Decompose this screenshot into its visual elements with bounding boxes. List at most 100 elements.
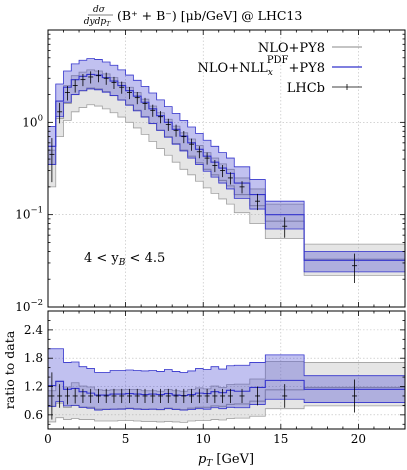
data-point bbox=[95, 388, 101, 404]
data-point bbox=[352, 379, 358, 413]
data-point bbox=[126, 388, 132, 404]
data-point bbox=[158, 388, 164, 404]
x-tick-labels: 0 5 10 15 20 bbox=[44, 432, 366, 446]
data-point bbox=[181, 131, 187, 144]
data-point bbox=[282, 217, 288, 238]
data-point bbox=[150, 388, 156, 404]
x-tick-label: 10 bbox=[196, 432, 211, 446]
line-nlo-nll-py8-central bbox=[48, 73, 405, 261]
line-nlo-nll-py8-low bbox=[48, 398, 405, 411]
data-point bbox=[352, 253, 358, 283]
rapidity-annotation: 4 < yB < 4.5 bbox=[84, 251, 165, 268]
data-point bbox=[158, 111, 164, 124]
data-point bbox=[173, 388, 179, 404]
data-point bbox=[173, 124, 179, 137]
data-point bbox=[189, 138, 195, 151]
band-nlo-nll-py8 bbox=[48, 58, 405, 272]
data-point bbox=[212, 159, 218, 173]
data-point bbox=[227, 172, 233, 185]
data-point bbox=[196, 146, 202, 159]
data-point bbox=[255, 193, 261, 211]
data-point bbox=[111, 76, 117, 90]
data-point bbox=[204, 388, 210, 404]
data-point bbox=[142, 388, 148, 404]
main-ticks bbox=[47, 30, 406, 308]
ratio-y-axis-label: ratio to data bbox=[2, 330, 17, 409]
data-point bbox=[212, 388, 218, 404]
legend-label-lhcb: LHCb bbox=[287, 81, 325, 96]
ratio-data-points bbox=[49, 372, 358, 420]
main-panel: 10−2 10−1 100 4 < yB < 4.5 NLO+PY8 NLO+NLL… bbox=[15, 29, 406, 314]
main-frame bbox=[47, 29, 406, 308]
x-tick-label: 5 bbox=[122, 432, 130, 446]
data-point bbox=[88, 71, 94, 84]
data-point bbox=[204, 152, 210, 165]
data-point bbox=[49, 138, 55, 183]
data-point bbox=[165, 118, 171, 131]
x-tick-label: 20 bbox=[351, 432, 366, 446]
line-nlo-nll-py8-high bbox=[48, 58, 405, 252]
ratio-y-tick-label: 1.2 bbox=[24, 380, 43, 394]
main-y-tick-labels: 10−2 10−1 100 bbox=[15, 113, 43, 314]
data-point bbox=[57, 384, 63, 408]
line-nlo-py8-high bbox=[48, 361, 405, 392]
data-point bbox=[72, 79, 78, 93]
line-nlo-nll-py8-low bbox=[48, 88, 405, 273]
y-tick-label: 10−1 bbox=[15, 206, 43, 222]
main-data-points bbox=[49, 70, 358, 283]
data-point bbox=[282, 384, 288, 408]
data-point bbox=[88, 388, 94, 404]
ratio-frame bbox=[47, 310, 406, 430]
line-nlo-py8-low bbox=[48, 405, 405, 423]
data-point bbox=[227, 388, 233, 404]
line-nlo-nll-py8-high bbox=[48, 348, 405, 377]
x-axis-label: pT [GeV] bbox=[198, 452, 254, 469]
legend-swatch-lhcb bbox=[332, 84, 362, 90]
data-point bbox=[126, 86, 132, 100]
data-point bbox=[196, 388, 202, 404]
data-point bbox=[57, 102, 63, 124]
data-point bbox=[64, 387, 70, 405]
legend-label-nlo-py8: NLO+PY8 bbox=[258, 41, 325, 56]
title-body: (B⁺ + B⁻) [μb/GeV] @ LHC13 bbox=[117, 8, 302, 23]
y-tick-label: 100 bbox=[22, 113, 43, 129]
data-point bbox=[103, 388, 109, 404]
y-tick-label: 10−2 bbox=[15, 298, 43, 314]
data-point bbox=[134, 92, 140, 105]
title-frac-num: dσ bbox=[93, 5, 106, 15]
data-point bbox=[72, 388, 78, 404]
chart-title: dσ dydpT (B⁺ + B⁻) [μb/GeV] @ LHC13 bbox=[84, 5, 303, 28]
title-frac-den: dydpT bbox=[84, 17, 111, 28]
data-point bbox=[119, 388, 125, 404]
data-point bbox=[64, 85, 70, 101]
data-point bbox=[142, 97, 148, 111]
x-tick-label: 15 bbox=[273, 432, 288, 446]
ratio-y-tick-labels: 0.6 1.2 1.8 2.4 bbox=[24, 323, 43, 422]
ratio-y-tick-label: 0.6 bbox=[24, 408, 43, 422]
data-point bbox=[189, 388, 195, 404]
data-point bbox=[80, 74, 86, 87]
data-point bbox=[134, 388, 140, 404]
data-point bbox=[181, 388, 187, 404]
ratio-ticks bbox=[47, 311, 406, 429]
legend-label-nlo-nll-py8: NLO+NLLxPDF+PY8 bbox=[198, 55, 325, 78]
line-nlo-py8-low bbox=[48, 104, 405, 276]
data-point bbox=[220, 165, 226, 178]
data-point bbox=[111, 388, 117, 404]
ratio-y-tick-label: 2.4 bbox=[24, 323, 43, 337]
data-point bbox=[255, 386, 261, 406]
data-point bbox=[119, 81, 125, 94]
data-point bbox=[239, 181, 245, 194]
ratio-bands bbox=[48, 348, 405, 423]
legend: NLO+PY8 NLO+NLLxPDF+PY8 LHCb bbox=[198, 41, 362, 96]
main-bands bbox=[48, 58, 405, 276]
data-point bbox=[80, 388, 86, 404]
x-tick-label: 0 bbox=[44, 432, 52, 446]
data-point bbox=[165, 388, 171, 404]
data-point bbox=[103, 72, 109, 85]
ratio-panel: 0.6 1.2 1.8 2.4 0 5 10 15 20 ratio to data pT [… bbox=[2, 310, 406, 469]
data-point bbox=[95, 70, 101, 83]
data-point bbox=[220, 388, 226, 404]
data-point bbox=[150, 104, 156, 117]
